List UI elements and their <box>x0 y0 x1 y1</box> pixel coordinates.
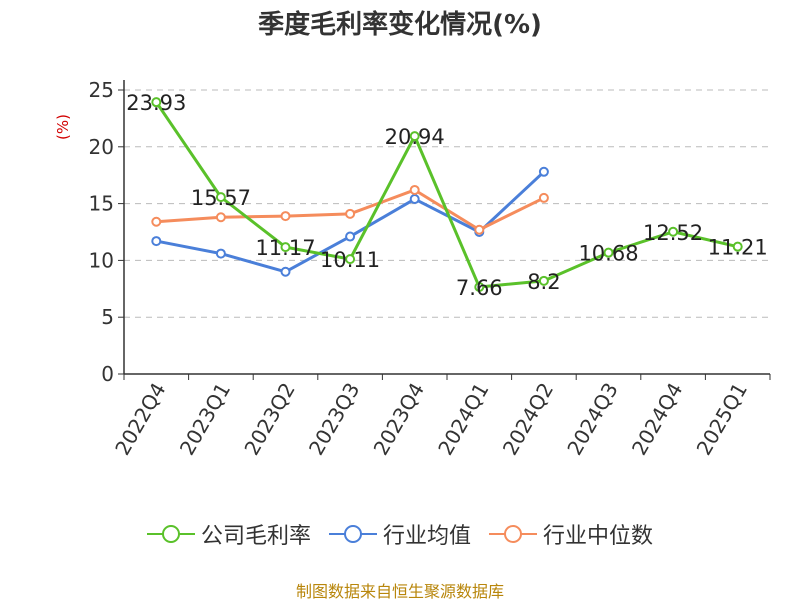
data-point-industry_avg[interactable] <box>409 194 420 205</box>
data-label-company: 10.11 <box>320 248 380 272</box>
x-tick-label: 2023Q3 <box>304 379 364 460</box>
data-point-industry_median[interactable] <box>409 184 420 195</box>
data-point-company[interactable] <box>732 241 743 252</box>
data-point-industry_avg[interactable] <box>280 266 291 277</box>
data-point-industry_median[interactable] <box>474 224 485 235</box>
data-point-industry_median[interactable] <box>538 192 549 203</box>
y-tick-label: 15 <box>89 192 114 216</box>
x-tick-label: 2022Q4 <box>110 379 170 460</box>
data-label-company: 20.94 <box>385 125 445 149</box>
legend-swatch-company <box>146 525 195 543</box>
x-tick-label: 2024Q1 <box>433 379 493 460</box>
data-point-industry_median[interactable] <box>151 216 162 227</box>
data-point-company[interactable] <box>345 254 356 265</box>
legend-swatch-industry-median <box>489 525 537 543</box>
data-label-company: 7.66 <box>456 276 503 300</box>
data-point-industry_avg[interactable] <box>151 236 162 247</box>
x-tick-label: 2023Q2 <box>239 379 299 460</box>
legend-label-industry-avg: 行业均值 <box>382 524 471 549</box>
x-tick-label: 2023Q1 <box>175 379 235 460</box>
data-point-company[interactable] <box>668 226 679 237</box>
data-point-company[interactable] <box>151 97 162 108</box>
x-tick-label: 2024Q2 <box>498 379 558 460</box>
y-tick-label: 10 <box>89 248 114 272</box>
data-point-industry_median[interactable] <box>280 211 291 222</box>
legend-label-company: 公司毛利率 <box>200 524 311 549</box>
data-point-industry_avg[interactable] <box>345 231 356 242</box>
x-tick-label: 2024Q4 <box>627 379 687 460</box>
grid-lines <box>124 89 770 318</box>
y-tick-label: 25 <box>89 78 114 102</box>
data-label-company: 10.68 <box>578 242 638 266</box>
legend-item-company[interactable]: 公司毛利率 <box>146 518 311 550</box>
y-tick-label: 5 <box>101 305 114 329</box>
data-point-company[interactable] <box>603 247 614 258</box>
data-point-industry_median[interactable] <box>345 208 356 219</box>
x-tick-label: 2023Q4 <box>369 379 429 460</box>
data-source-note: 制图数据来自恒生聚源数据库 <box>295 582 504 600</box>
data-label-company: 11.21 <box>708 236 768 260</box>
data-point-company[interactable] <box>215 192 226 203</box>
data-label-company: 23.93 <box>126 91 186 115</box>
data-label-company: 11.17 <box>255 236 315 260</box>
legend-swatch-industry-avg <box>328 525 377 543</box>
chart-title: 季度毛利率变化情况(%) <box>258 10 542 40</box>
legend-item-industry-avg[interactable]: 行业均值 <box>328 518 471 550</box>
data-point-company[interactable] <box>409 131 420 142</box>
x-tick-label: 2025Q1 <box>692 379 752 460</box>
data-label-company: 12.52 <box>643 221 703 245</box>
legend-label-industry-median: 行业中位数 <box>543 524 654 549</box>
data-point-industry_avg[interactable] <box>538 166 549 177</box>
data-point-company[interactable] <box>538 275 549 286</box>
legend-item-industry-median[interactable]: 行业中位数 <box>489 518 653 550</box>
data-point-industry_avg[interactable] <box>215 248 226 259</box>
data-label-company: 15.57 <box>191 186 251 210</box>
x-tick-label: 2024Q3 <box>562 379 622 460</box>
series-line-company <box>155 101 739 289</box>
y-axis-label: (%) <box>54 114 72 140</box>
data-point-company[interactable] <box>280 242 291 253</box>
data-point-company[interactable] <box>474 281 485 292</box>
y-tick-label: 0 <box>101 362 114 386</box>
y-tick-label: 20 <box>89 135 114 159</box>
data-label-company: 8.2 <box>527 270 560 294</box>
data-point-industry_median[interactable] <box>215 212 226 223</box>
chart-legend: 公司毛利率 行业均值 行业中位数 <box>0 518 800 550</box>
series-lines <box>151 97 743 292</box>
